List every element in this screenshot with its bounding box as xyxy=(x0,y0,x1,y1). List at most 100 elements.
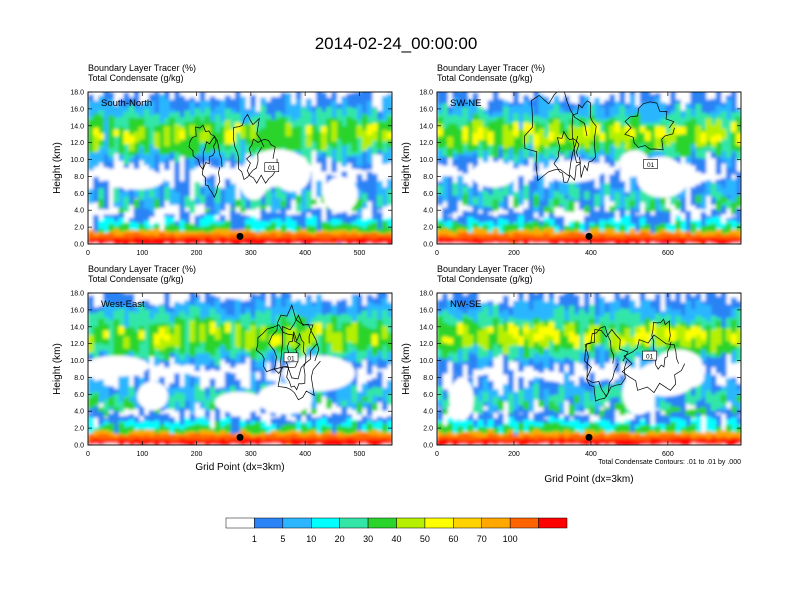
x-axis-label: Grid Point (dx=3km) xyxy=(544,474,633,485)
y-tick-label: 16.0 xyxy=(419,307,433,314)
colorbar-swatch xyxy=(453,517,483,529)
contour-label: 01 xyxy=(646,354,654,361)
y-tick-label: 14.0 xyxy=(419,123,433,130)
y-tick-label: 14.0 xyxy=(70,123,84,130)
x-tick-label: 600 xyxy=(662,250,674,257)
y-tick-label: 4.0 xyxy=(74,208,84,215)
condensate-contours: 01 xyxy=(584,318,686,402)
x-axis-label: Grid Point (dx=3km) xyxy=(195,462,284,473)
colorbar-swatch xyxy=(311,517,340,529)
y-tick-label: 6.0 xyxy=(423,392,433,399)
x-tick-label: 400 xyxy=(299,451,311,458)
fill-variable-label: Boundary Layer Tracer (%) xyxy=(88,264,196,274)
y-tick-label: 0.0 xyxy=(74,242,84,249)
location-marker xyxy=(585,232,593,240)
y-tick-label: 10.0 xyxy=(419,157,433,164)
y-tick-label: 18.0 xyxy=(419,90,433,97)
y-tick-label: 10.0 xyxy=(419,358,433,365)
y-tick-label: 14.0 xyxy=(419,324,433,331)
colorbar-level-label: 40 xyxy=(391,534,401,544)
x-tick-label: 0 xyxy=(435,451,439,458)
location-marker xyxy=(236,433,244,441)
x-tick-label: 200 xyxy=(508,250,520,257)
condensate-contours: 01 xyxy=(255,304,321,401)
colorbar-swatch xyxy=(225,517,255,529)
colorbar-level-label: 20 xyxy=(335,534,345,544)
x-tick-label: 300 xyxy=(245,250,257,257)
y-tick-label: 10.0 xyxy=(70,358,84,365)
colorbar-level-label: 100 xyxy=(503,534,518,544)
fill-variable-label: Boundary Layer Tracer (%) xyxy=(88,63,196,73)
colorbar-swatch xyxy=(254,517,284,529)
x-tick-label: 200 xyxy=(508,451,520,458)
contour-label: 01 xyxy=(647,162,655,169)
y-axis-label: Height (km) xyxy=(52,343,63,395)
x-tick-label: 0 xyxy=(435,250,439,257)
panel-name: SW-NE xyxy=(450,98,482,109)
x-tick-label: 200 xyxy=(191,451,203,458)
panel-sw-ne: Boundary Layer Tracer (%)Total Condensat… xyxy=(401,63,742,257)
colorbar-swatch xyxy=(481,517,511,529)
y-tick-label: 8.0 xyxy=(74,174,84,181)
x-tick-label: 500 xyxy=(354,451,366,458)
y-tick-label: 4.0 xyxy=(423,409,433,416)
location-marker xyxy=(585,433,593,441)
contour-label: 01 xyxy=(287,355,295,362)
tracer-field xyxy=(437,293,741,445)
y-axis-label: Height (km) xyxy=(401,142,412,194)
colorbar-level-label: 50 xyxy=(420,534,430,544)
x-tick-label: 100 xyxy=(136,451,148,458)
plot-frame xyxy=(87,292,393,446)
y-tick-label: 0.0 xyxy=(423,443,433,450)
location-marker xyxy=(236,232,244,240)
x-tick-label: 200 xyxy=(191,250,203,257)
y-tick-label: 0.0 xyxy=(423,242,433,249)
x-tick-label: 100 xyxy=(136,250,148,257)
y-tick-label: 4.0 xyxy=(423,208,433,215)
y-tick-label: 14.0 xyxy=(70,324,84,331)
panel-name: NW-SE xyxy=(450,299,482,310)
panel-name: South-North xyxy=(101,98,152,109)
y-tick-label: 6.0 xyxy=(74,191,84,198)
x-tick-label: 400 xyxy=(585,250,597,257)
x-tick-label: 400 xyxy=(299,250,311,257)
y-tick-label: 2.0 xyxy=(74,426,84,433)
tracer-field xyxy=(437,92,741,244)
panel-nw-se: Boundary Layer Tracer (%)Total Condensat… xyxy=(401,264,742,485)
y-tick-label: 2.0 xyxy=(423,426,433,433)
y-tick-label: 4.0 xyxy=(74,409,84,416)
y-tick-label: 2.0 xyxy=(423,225,433,232)
condensate-contours: 01 xyxy=(188,113,280,198)
x-tick-label: 0 xyxy=(86,451,90,458)
colorbar-level-label: 60 xyxy=(448,534,458,544)
x-tick-label: 600 xyxy=(662,451,674,458)
plot-frame xyxy=(436,292,742,446)
y-tick-label: 18.0 xyxy=(70,291,84,298)
y-tick-label: 12.0 xyxy=(70,341,84,348)
y-tick-label: 12.0 xyxy=(70,140,84,147)
contour-variable-label: Total Condensate (g/kg) xyxy=(437,274,533,284)
colorbar: 1 5 10 20 30 40 50 60 70 100 xyxy=(225,517,568,544)
colorbar-swatch xyxy=(282,517,312,529)
y-tick-label: 8.0 xyxy=(74,375,84,382)
plot-frame xyxy=(436,91,742,245)
y-tick-label: 12.0 xyxy=(419,140,433,147)
colorbar-level-label: 30 xyxy=(363,534,373,544)
y-tick-label: 16.0 xyxy=(419,106,433,113)
colorbar-level-label: 1 xyxy=(252,534,257,544)
contour-variable-label: Total Condensate (g/kg) xyxy=(437,73,533,83)
colorbar-swatch xyxy=(424,517,454,529)
y-tick-label: 10.0 xyxy=(70,157,84,164)
contour-variable-label: Total Condensate (g/kg) xyxy=(88,274,184,284)
fill-variable-label: Boundary Layer Tracer (%) xyxy=(437,63,545,73)
y-tick-label: 6.0 xyxy=(74,392,84,399)
y-tick-label: 2.0 xyxy=(74,225,84,232)
x-tick-label: 0 xyxy=(86,250,90,257)
y-tick-label: 18.0 xyxy=(70,90,84,97)
tracer-field xyxy=(88,92,392,244)
colorbar-swatch xyxy=(538,517,568,529)
panel-south-north: Boundary Layer Tracer (%)Total Condensat… xyxy=(52,63,393,257)
colorbar-level-label: 5 xyxy=(280,534,285,544)
x-tick-label: 400 xyxy=(585,451,597,458)
